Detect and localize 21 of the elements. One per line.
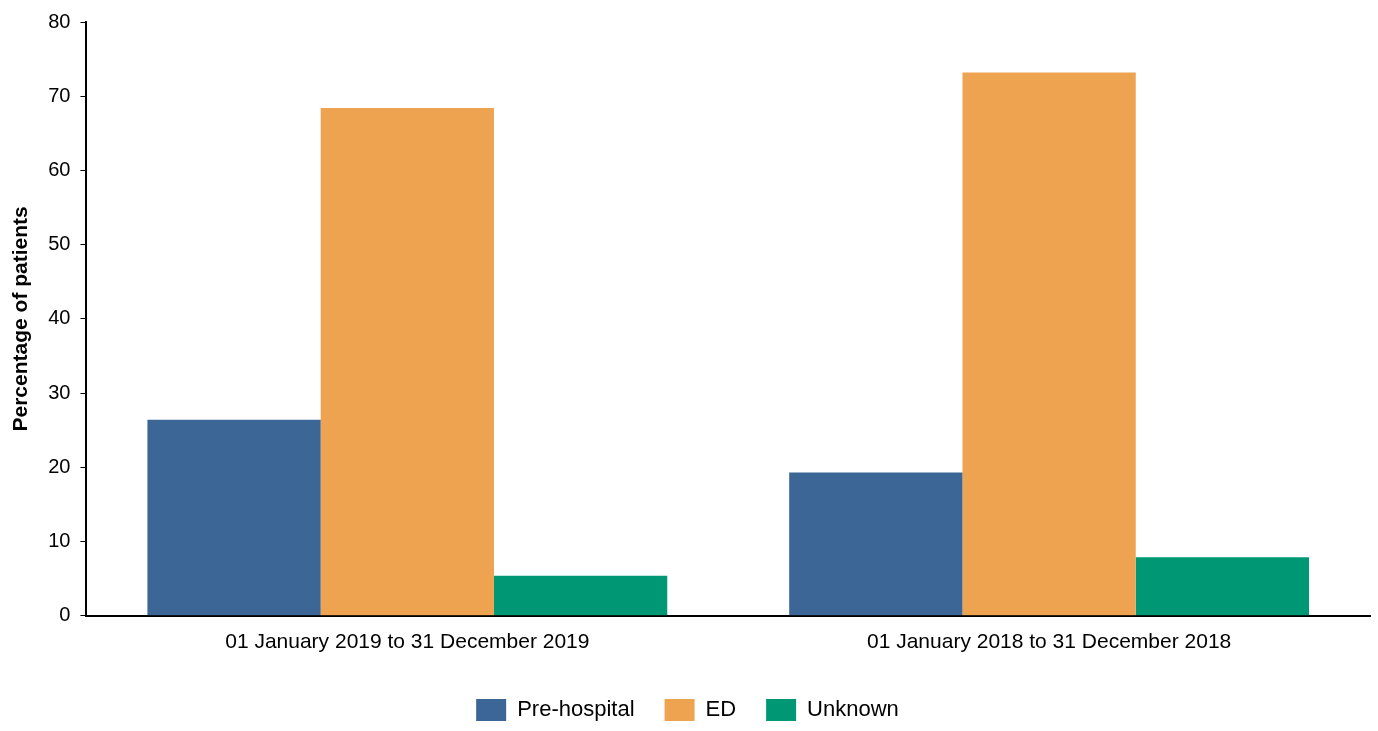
legend-label: ED [705, 696, 737, 722]
bar [789, 472, 963, 616]
legend-label: Pre-hospital [517, 696, 635, 722]
y-tick-label: 50 [48, 232, 71, 255]
x-tick-label: 01 January 2018 to 31 December 2018 [866, 629, 1232, 653]
bar [962, 72, 1136, 616]
bar [320, 108, 494, 616]
x-tick-label: 01 January 2019 to 31 December 2019 [225, 629, 590, 653]
y-tick-label: 30 [48, 380, 71, 403]
y-tick-label: 60 [48, 157, 71, 180]
bar [147, 419, 321, 616]
bar [1135, 557, 1310, 616]
y-tick-label: 40 [48, 306, 71, 329]
y-tick-label: 80 [48, 9, 71, 32]
y-tick-label: 70 [48, 83, 71, 106]
y-tick-label: 20 [48, 454, 71, 477]
y-tick-label: 10 [48, 529, 71, 552]
bar [493, 575, 668, 616]
y-axis-title: Percentage of patients [8, 206, 32, 432]
y-tick-label: 0 [59, 603, 71, 626]
legend-label: Unknown [807, 696, 899, 722]
